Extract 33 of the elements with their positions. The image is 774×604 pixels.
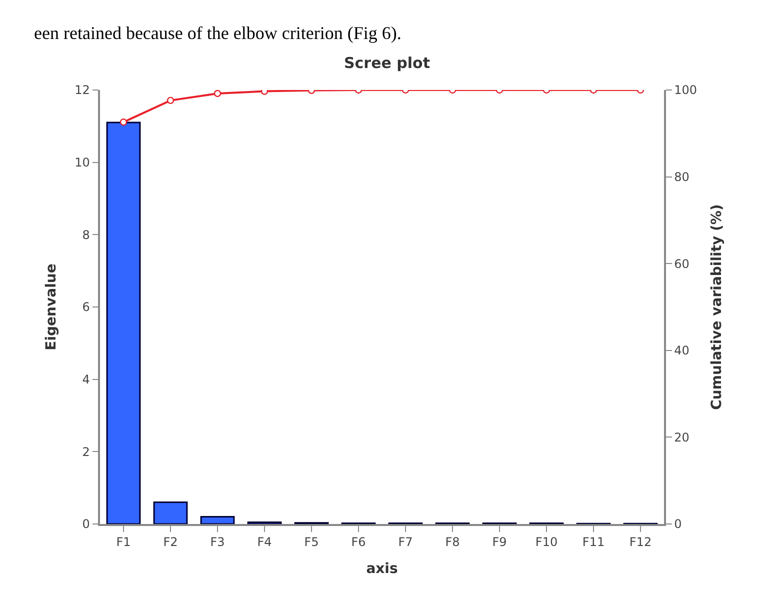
- x-tick-label: F5: [304, 535, 319, 550]
- y2-tick-label: 0: [674, 517, 682, 532]
- x-axis-title: axis: [366, 560, 398, 577]
- chart-title: Scree plot: [344, 54, 430, 72]
- y-tick-label: 2: [82, 444, 90, 459]
- y-tick-label: 12: [74, 83, 90, 98]
- y-tick-label: 8: [82, 228, 90, 242]
- y2-axis-title: Cumulative variability (%): [708, 204, 725, 410]
- y-tick-label: 6: [82, 300, 90, 314]
- y-axis-title: Eigenvalue: [44, 264, 60, 350]
- x-tick-label: F10: [535, 535, 558, 550]
- y-tick-label: 10: [74, 156, 90, 170]
- x-tick-label: F2: [163, 535, 178, 550]
- bar: [200, 516, 235, 524]
- x-tick-label: F8: [445, 535, 460, 550]
- x-tick-label: F6: [351, 535, 366, 550]
- x-tick-label: F12: [629, 535, 652, 550]
- x-tick-label: F4: [257, 535, 272, 550]
- x-tick-label: F3: [210, 535, 225, 550]
- y-tick-label: 0: [82, 517, 90, 532]
- y2-tick-label: 60: [674, 256, 690, 271]
- text: een retained because of the elbow criterion (Fig 6).: [34, 23, 402, 43]
- bar: [106, 122, 141, 524]
- y2-tick-label: 40: [674, 344, 690, 358]
- y-tick-label: 4: [82, 372, 90, 387]
- x-tick-label: F7: [398, 535, 413, 550]
- y2-tick-label: 80: [674, 170, 690, 184]
- y2-tick-label: 20: [674, 430, 690, 444]
- x-tick-label: F1: [116, 535, 131, 550]
- x-tick-label: F9: [492, 535, 507, 550]
- x-tick-label: F11: [582, 535, 605, 550]
- bar: [153, 502, 188, 524]
- y2-tick-label: 100: [674, 83, 698, 98]
